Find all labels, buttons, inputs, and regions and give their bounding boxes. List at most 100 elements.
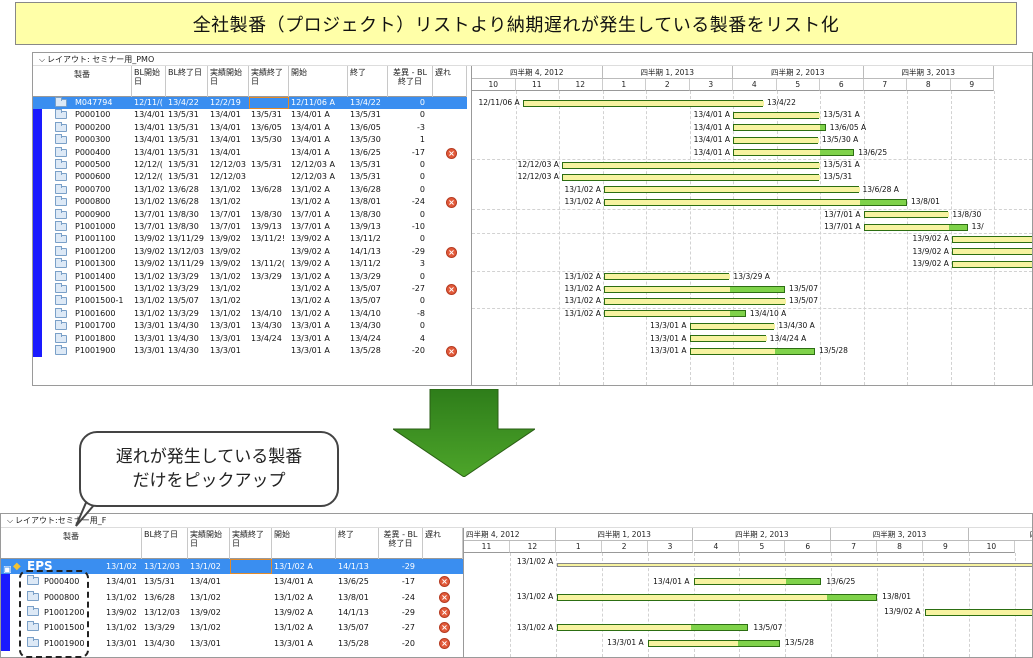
- chevron-down-icon[interactable]: ⌵: [7, 516, 14, 525]
- delay-x-icon: ×: [439, 622, 450, 634]
- table-row[interactable]: P1001600 13/1/02 13/3/29 13/1/02 13/4/10 13/1…: [33, 307, 467, 320]
- gantt-month-header: 3: [689, 79, 733, 91]
- gantt-start-label: 13/1/02 A: [564, 308, 601, 318]
- gantt-bar[interactable]: [603, 310, 746, 318]
- gantt-bar[interactable]: [689, 347, 815, 355]
- gantt-bar[interactable]: [951, 235, 1032, 243]
- table-row[interactable]: P000700 13/1/02 13/6/28 13/1/02 13/6/28 13/1/…: [33, 183, 467, 196]
- table-row[interactable]: M047794 12/11/(13/4/22 12/2/19 12/11/06 A 13…: [33, 97, 467, 110]
- gantt-bar[interactable]: [603, 198, 907, 206]
- gantt-gridline: [863, 91, 865, 385]
- gantt-bar[interactable]: [522, 99, 764, 107]
- gantt-bar[interactable]: [603, 273, 731, 281]
- gantt-bar[interactable]: [863, 211, 950, 219]
- table-row[interactable]: P000200 13/4/01 13/5/31 13/4/01 13/6/05 13/4/…: [33, 121, 467, 134]
- cell-id: P1001900: [44, 638, 85, 648]
- table-row[interactable]: P000500 12/12/(13/5/31 12/12/03 13/5/31 12/1…: [33, 159, 467, 171]
- col-seiban[interactable]: 製番: [33, 66, 132, 97]
- chevron-down-icon[interactable]: ⌵: [39, 55, 46, 64]
- table-row[interactable]: P1001000 13/7/01 13/8/30 13/7/01 13/9/13 13/7…: [33, 221, 467, 233]
- folder-icon: [27, 575, 39, 586]
- gantt-bar[interactable]: [647, 639, 781, 647]
- col-seiban[interactable]: 製番: [1, 528, 142, 559]
- gantt-bar[interactable]: [733, 149, 855, 157]
- gantt-bar[interactable]: [561, 161, 821, 169]
- table-row[interactable]: P000400 13/4/01 13/5/31 13/4/01 13/4/01 A 13/…: [1, 574, 463, 589]
- col-bl-end[interactable]: BL終了日: [142, 528, 188, 559]
- layout-selector[interactable]: ⌵ レイアウト:セミナー用_F: [1, 514, 1032, 528]
- table-row[interactable]: P1001900 13/3/01 13/4/30 13/3/01 13/3/01 A 13…: [1, 636, 463, 651]
- cell-en: 13/6/25: [338, 577, 369, 587]
- gantt-bar[interactable]: [951, 260, 1032, 268]
- cell-st: 13/9/02 A: [291, 259, 330, 269]
- gantt-bar[interactable]: [689, 322, 776, 330]
- col-start[interactable]: 開始: [289, 66, 348, 97]
- gantt-end-label: 13/5/31: [823, 172, 853, 182]
- col-start[interactable]: 開始: [272, 528, 336, 559]
- col-delay[interactable]: 遅れ: [433, 66, 467, 97]
- table-row[interactable]: P1001700 13/3/01 13/4/30 13/3/01 13/4/30 13/3…: [33, 320, 467, 332]
- gantt-bar[interactable]: [733, 111, 821, 119]
- cell-bls: 12/11/(: [134, 98, 163, 107]
- table-row[interactable]: P1001500 13/1/02 13/3/29 13/1/02 13/1/02 A 13…: [1, 620, 463, 635]
- gantt-bar[interactable]: [863, 223, 968, 231]
- table-row[interactable]: P000600 12/12/(13/5/31 12/12/03 12/12/03 A 1…: [33, 171, 467, 183]
- cell-diff: -29: [411, 246, 425, 256]
- cell-id: P000500: [75, 160, 111, 169]
- table-row[interactable]: P000900 13/7/01 13/8/30 13/7/01 13/8/30 13/7/…: [33, 208, 467, 221]
- table-row[interactable]: P000800 13/1/02 13/6/28 13/1/02 13/1/02 A 13/…: [33, 196, 467, 209]
- table-row[interactable]: P1001100 13/9/02 13/11/29 13/9/02 13/11/2! 13…: [33, 233, 467, 245]
- cell-id: P1001900: [75, 346, 116, 355]
- col-delay[interactable]: 遅れ: [423, 528, 463, 559]
- col-bl-start[interactable]: BL開始日: [132, 66, 166, 97]
- col-act-end[interactable]: 実績終了日: [230, 528, 272, 559]
- gantt-bar[interactable]: [561, 173, 821, 181]
- cell-bls: 13/3/01: [134, 333, 165, 343]
- gantt-bar[interactable]: [733, 124, 826, 132]
- layout-selector[interactable]: ⌵ レイアウト: セミナー用_PMO: [33, 53, 1032, 66]
- col-act-end[interactable]: 実績終了日: [249, 66, 289, 97]
- group-row[interactable]: ▣ ◆ EPS 13/1/02 13/12/03 13/1/02 13/1/02 A 14/1…: [1, 559, 463, 575]
- col-end[interactable]: 終了: [336, 528, 379, 559]
- gantt-bar[interactable]: [603, 297, 787, 305]
- table-row[interactable]: P000100 13/4/01 13/5/31 13/4/01 13/5/31 13/4/…: [33, 109, 467, 121]
- col-act-start[interactable]: 実績開始日: [208, 66, 249, 97]
- col-end[interactable]: 終了: [348, 66, 388, 97]
- gantt-end-label: 13/6/28 A: [862, 184, 899, 194]
- table-row[interactable]: P1001800 13/3/01 13/4/30 13/3/01 13/4/24 13/3…: [33, 332, 467, 345]
- col-diff[interactable]: 差異 - BL終了日: [388, 66, 433, 97]
- delay-x-icon: ×: [439, 606, 450, 618]
- gantt-bar[interactable]: [733, 136, 819, 144]
- cell-bls: 13/3/01: [134, 321, 165, 331]
- gantt-bar[interactable]: [603, 186, 860, 194]
- gantt-bar[interactable]: [693, 578, 822, 586]
- gantt-bar[interactable]: [557, 593, 878, 601]
- cell-diff: -17: [401, 577, 415, 587]
- delay-x-icon: ×: [446, 246, 457, 258]
- col-act-start[interactable]: 実績開始日: [188, 528, 230, 559]
- gantt-bar[interactable]: [689, 335, 767, 343]
- cell-st: 13/1/02 A: [291, 271, 330, 281]
- table-row[interactable]: P1001300 13/9/02 13/11/29 13/9/02 13/11/2(13…: [33, 258, 467, 270]
- gantt-bar[interactable]: [557, 624, 749, 632]
- table-row[interactable]: P1001400 13/1/02 13/3/29 13/1/02 13/3/29 13/1…: [33, 270, 467, 283]
- col-diff[interactable]: 差異 - BL終了日: [379, 528, 423, 559]
- folder-icon: [55, 121, 67, 132]
- folder-icon: [55, 183, 67, 194]
- table-row[interactable]: P1001500-1 13/1/02 13/5/07 13/1/02 13/1/02 A…: [33, 295, 467, 307]
- gantt-bar[interactable]: [924, 608, 1032, 616]
- table-row[interactable]: P000400 13/4/01 13/5/31 13/4/01 13/4/01 A 13/…: [33, 146, 467, 159]
- gantt-summary-bar[interactable]: [557, 563, 1032, 567]
- gantt-quarter-header: 四半期 3, 2013: [831, 528, 969, 541]
- table-row[interactable]: P000800 13/1/02 13/6/28 13/1/02 13/1/02 A 13/…: [1, 590, 463, 605]
- gantt-bar[interactable]: [951, 248, 1032, 256]
- table-row[interactable]: P000300 13/4/01 13/5/31 13/4/01 13/5/30 13/4/…: [33, 134, 467, 146]
- table-row[interactable]: P1001500 13/1/02 13/3/29 13/1/02 13/1/02 A 13…: [33, 283, 467, 295]
- col-bl-end[interactable]: BL終了日: [166, 66, 208, 97]
- table-row[interactable]: P1001900 13/3/01 13/4/30 13/3/01 13/3/01 A 13…: [33, 345, 467, 357]
- gantt-bar[interactable]: [603, 285, 786, 293]
- gantt-start-label: 13/4/01 A: [693, 122, 730, 132]
- delay-x-icon: ×: [439, 576, 450, 588]
